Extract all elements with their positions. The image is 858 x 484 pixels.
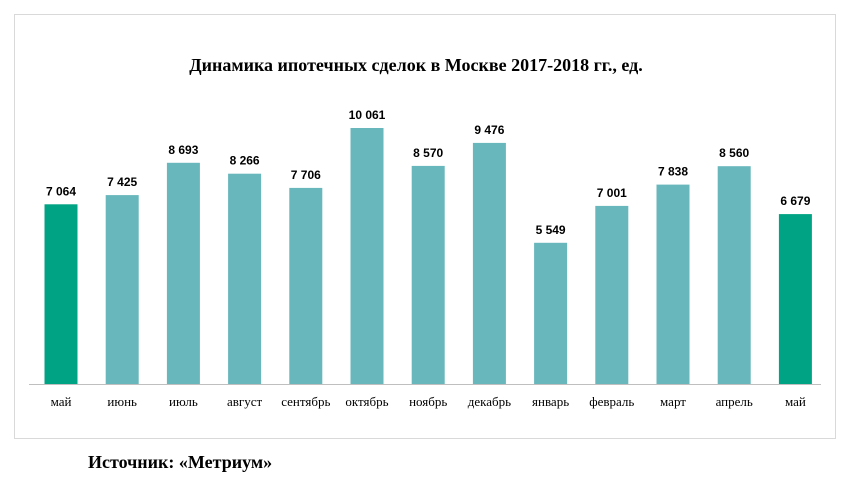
source-note: Источник: «Метриум» xyxy=(88,452,273,472)
bar-7 xyxy=(411,165,445,384)
bar-13 xyxy=(778,214,812,384)
data-label-3: 8 693 xyxy=(168,143,198,157)
x-tick-label-10: февраль xyxy=(589,394,634,409)
bar-5 xyxy=(289,187,323,384)
data-label-2: 7 425 xyxy=(107,175,137,189)
bar-3 xyxy=(166,162,200,384)
bar-12 xyxy=(717,166,751,384)
bar-11 xyxy=(656,184,690,384)
data-label-10: 7 001 xyxy=(597,186,627,200)
bar-9 xyxy=(534,242,568,384)
data-label-8: 9 476 xyxy=(474,123,504,137)
x-tick-label-11: март xyxy=(660,394,686,409)
x-tick-label-12: апрель xyxy=(716,394,753,409)
x-tick-label-2: июнь xyxy=(107,394,137,409)
data-label-6: 10 061 xyxy=(349,108,386,122)
bar-4 xyxy=(228,173,262,384)
x-tick-label-4: август xyxy=(227,394,263,409)
data-label-11: 7 838 xyxy=(658,165,688,179)
x-tick-label-6: октябрь xyxy=(345,394,388,409)
x-tick-label-7: ноябрь xyxy=(409,394,447,409)
data-label-5: 7 706 xyxy=(291,168,321,182)
chart-title: Динамика ипотечных сделок в Москве 2017-… xyxy=(189,55,643,75)
x-tick-label-13: май xyxy=(785,394,806,409)
bar-6 xyxy=(350,128,384,384)
bar-chart: 7 064 май 7 425 июнь 8 693 июль 8 266 август 7 7… xyxy=(29,108,821,409)
x-tick-label-5: сентябрь xyxy=(281,394,330,409)
bar-10 xyxy=(595,205,629,384)
x-tick-label-8: декабрь xyxy=(468,394,511,409)
bar-1 xyxy=(44,204,78,384)
bar-8 xyxy=(472,142,506,384)
x-tick-label-3: июль xyxy=(169,394,198,409)
data-label-9: 5 549 xyxy=(536,223,566,237)
data-label-12: 8 560 xyxy=(719,146,749,160)
chart-area: Динамика ипотечных сделок в Москве 2017-… xyxy=(14,14,836,439)
x-tick-label-9: январь xyxy=(532,394,569,409)
data-label-13: 6 679 xyxy=(780,194,810,208)
data-label-1: 7 064 xyxy=(46,184,76,198)
x-tick-label-1: май xyxy=(51,394,72,409)
data-label-4: 8 266 xyxy=(230,154,260,168)
bar-2 xyxy=(105,195,139,384)
data-label-7: 8 570 xyxy=(413,146,443,160)
